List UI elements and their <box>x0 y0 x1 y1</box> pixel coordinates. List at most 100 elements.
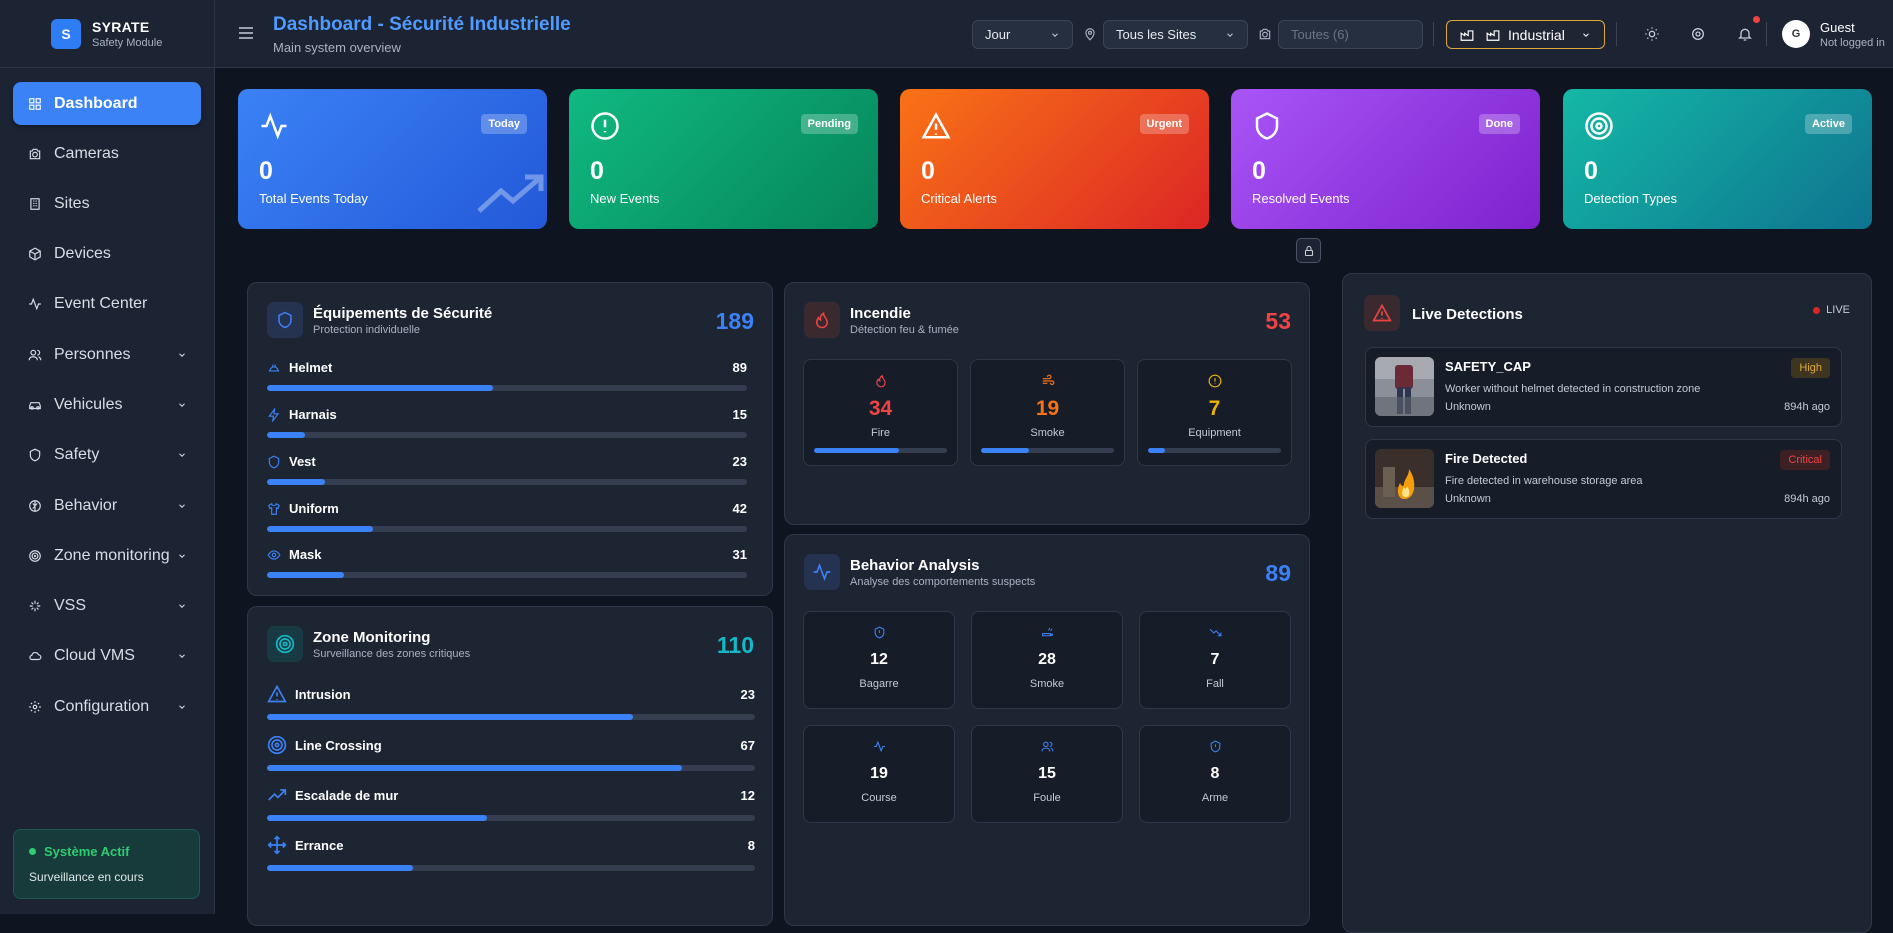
progress-track <box>267 765 755 771</box>
stat-label: Detection Types <box>1584 191 1677 206</box>
menu-icon[interactable] <box>239 27 253 39</box>
card-label: Smoke <box>1030 427 1065 439</box>
panel-subtitle: Détection feu & fumée <box>850 324 959 336</box>
chevron-down-icon <box>179 403 185 407</box>
box-icon <box>29 247 41 261</box>
shield-icon <box>29 448 41 462</box>
alert-triangle-icon <box>267 684 287 703</box>
behavior-card-foule[interactable]: 15 Foule <box>971 725 1123 823</box>
progress-fill <box>267 865 414 871</box>
divider <box>1433 22 1434 46</box>
brand[interactable]: S SYRATE Safety Module <box>0 0 214 68</box>
sidebar-item-event-center[interactable]: Event Center <box>13 283 201 326</box>
fire-card-smoke[interactable]: 19 Smoke <box>970 359 1125 466</box>
wind-icon <box>1041 628 1053 637</box>
sidebar-item-devices[interactable]: Devices <box>13 233 201 276</box>
status-subtitle: Surveillance en cours <box>29 870 144 884</box>
sidebar-item-label: Sites <box>54 194 90 212</box>
sidebar-item-sites[interactable]: Sites <box>13 182 201 225</box>
panel-subtitle: Analyse des comportements suspects <box>850 576 1036 588</box>
zap-icon <box>268 407 280 422</box>
sun-icon[interactable] <box>1644 26 1660 42</box>
row-label: Mask <box>289 547 322 562</box>
severity-badge: Critical <box>1780 450 1830 470</box>
progress-track <box>267 385 747 391</box>
sidebar-item-personnes[interactable]: Personnes <box>13 333 201 376</box>
detection-title: Fire Detected <box>1445 451 1528 466</box>
sidebar-item-zone-monitoring[interactable]: Zone monitoring <box>13 534 201 577</box>
status-badge: Urgent <box>1139 114 1189 134</box>
trending-up-icon <box>268 789 287 801</box>
sidebar-item-dashboard[interactable]: Dashboard <box>13 82 201 125</box>
detection-item[interactable]: SAFETY_CAP Worker without helmet detecte… <box>1365 347 1842 427</box>
sidebar-item-vss[interactable]: VSS <box>13 585 201 628</box>
chevron-down-icon <box>1583 32 1589 37</box>
lock-icon <box>1304 245 1313 256</box>
fire-card-equipment[interactable]: 7 Equipment <box>1137 359 1292 466</box>
card-label: Course <box>861 792 897 804</box>
equipment-row-uniform[interactable]: Uniform 42 <box>267 501 747 532</box>
lock-layout-button[interactable] <box>1296 238 1321 263</box>
sidebar-item-label: Configuration <box>54 697 150 715</box>
bell-icon[interactable] <box>1737 26 1753 42</box>
panel-title: Équipements de Sécurité <box>313 305 493 322</box>
period-select[interactable]: Jour <box>972 20 1073 49</box>
stat-value: 0 <box>590 157 604 185</box>
status-badge: Today <box>481 114 527 134</box>
detection-item[interactable]: Fire Detected Fire detected in warehouse… <box>1365 439 1842 519</box>
equipment-row-vest[interactable]: Vest 23 <box>267 454 747 485</box>
equipment-row-helmet[interactable]: Helmet 89 <box>267 360 747 391</box>
zone-row-escalade[interactable]: Escalade de mur 12 <box>267 785 755 821</box>
chevron-down-icon <box>179 654 185 659</box>
industry-select[interactable]: Industrial <box>1446 20 1605 49</box>
behavior-card-smoke[interactable]: 28 Smoke <box>971 611 1123 709</box>
helmet-icon <box>268 364 280 371</box>
behavior-card-course[interactable]: 19 Course <box>803 725 955 823</box>
settings-icon[interactable] <box>1690 26 1706 42</box>
avatar[interactable]: G <box>1782 20 1810 48</box>
divider <box>1616 22 1617 46</box>
panel-total: 53 <box>1265 308 1291 334</box>
stat-value: 0 <box>259 157 273 185</box>
page-title: Dashboard - Sécurité Industrielle <box>273 14 571 35</box>
building-icon <box>30 197 40 210</box>
card-label: Foule <box>1033 792 1061 804</box>
status-badge: Done <box>1478 114 1520 134</box>
chevron-down-icon <box>179 353 185 357</box>
equipment-row-harnais[interactable]: Harnais 15 <box>267 407 747 438</box>
stat-card-resolved-events[interactable]: Done 0 Resolved Events <box>1231 89 1540 229</box>
sidebar-item-safety[interactable]: Safety <box>13 434 201 477</box>
fire-card-fire[interactable]: 34 Fire <box>803 359 958 466</box>
stat-card-critical-alerts[interactable]: Urgent 0 Critical Alerts <box>900 89 1209 229</box>
zone-row-line-crossing[interactable]: Line Crossing 67 <box>267 735 755 771</box>
sidebar-item-vehicules[interactable]: Vehicules <box>13 383 201 426</box>
shield-icon <box>268 455 280 468</box>
brand-subtitle: Safety Module <box>92 36 163 49</box>
sidebar-item-behavior[interactable]: Behavior <box>13 484 201 527</box>
detection-time: 894h ago <box>1784 493 1830 505</box>
camera-select-placeholder: Toutes (6) <box>1291 27 1349 42</box>
sidebar-item-cameras[interactable]: Cameras <box>13 132 201 175</box>
zone-row-errance[interactable]: Errance 8 <box>267 835 755 871</box>
camera-select[interactable]: Toutes (6) <box>1278 20 1423 49</box>
users-icon <box>1041 741 1053 752</box>
stat-card-detection-types[interactable]: Active 0 Detection Types <box>1563 89 1872 229</box>
behavior-card-arme[interactable]: 8 Arme <box>1139 725 1291 823</box>
car-icon <box>29 402 41 410</box>
camera-icon <box>29 148 41 159</box>
stat-card-total-events[interactable]: Today 0 Total Events Today <box>238 89 547 229</box>
stat-card-new-events[interactable]: Pending 0 New Events <box>569 89 878 229</box>
progress-fill <box>981 448 1029 453</box>
behavior-card-bagarre[interactable]: 12 Bagarre <box>803 611 955 709</box>
sparkle-icon <box>29 600 41 612</box>
zone-row-intrusion[interactable]: Intrusion 23 <box>267 684 755 720</box>
site-select[interactable]: Tous les Sites <box>1103 20 1248 49</box>
activity-icon <box>261 112 287 140</box>
behavior-card-fall[interactable]: 7 Fall <box>1139 611 1291 709</box>
sidebar-item-configuration[interactable]: Configuration <box>13 685 201 728</box>
cloud-icon <box>29 652 42 661</box>
site-select-value: Tous les Sites <box>1116 27 1197 42</box>
equipment-row-mask[interactable]: Mask 31 <box>267 547 747 578</box>
sidebar-item-cloud-vms[interactable]: Cloud VMS <box>13 635 201 678</box>
detection-thumbnail <box>1375 449 1434 508</box>
